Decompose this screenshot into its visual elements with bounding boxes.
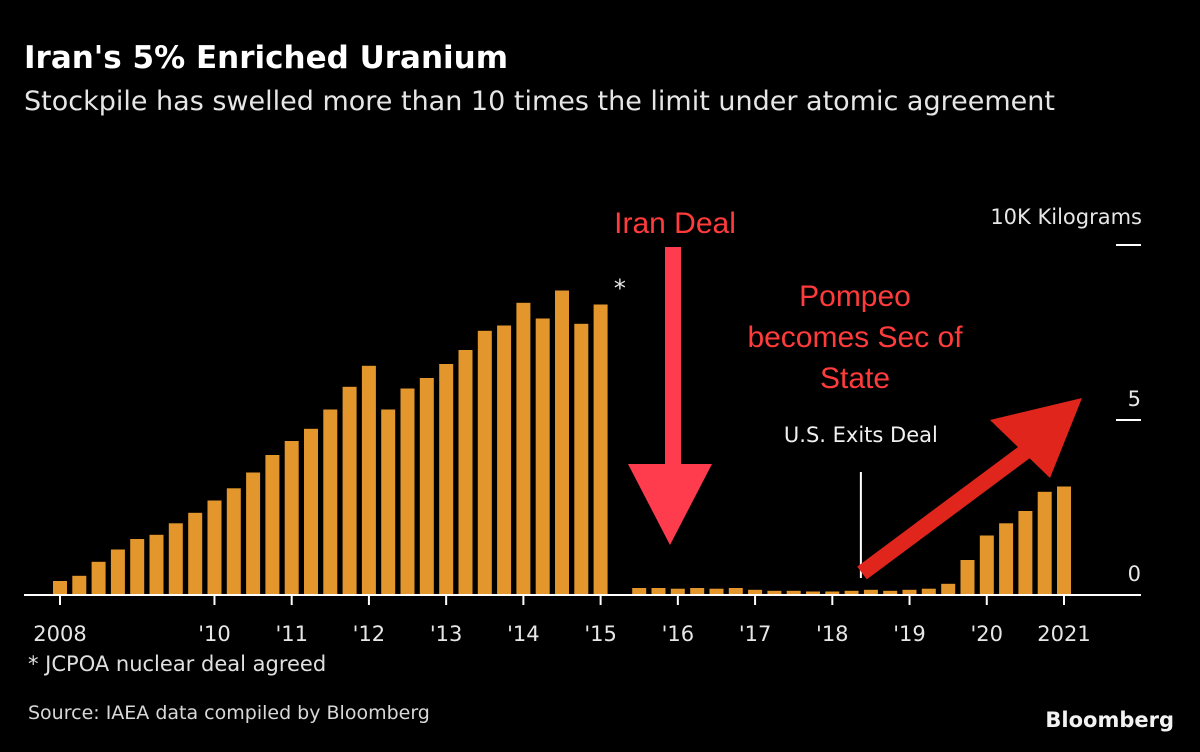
iran-deal-annotation: Iran Deal — [614, 207, 736, 240]
bar-47 — [979, 535, 994, 595]
bar-26 — [555, 290, 569, 595]
y-ticks-group: 50 — [1116, 244, 1141, 596]
jcpoa-star-marker: * — [614, 275, 626, 303]
bar-27 — [574, 323, 589, 596]
bar-9 — [226, 488, 241, 596]
x-tick-label-7: '16 — [662, 622, 695, 646]
x-tick-label-6: '15 — [584, 622, 617, 646]
bar-0 — [53, 581, 67, 595]
x-tick-label-5: '14 — [507, 622, 540, 646]
bar-33 — [709, 588, 724, 595]
y-tick-label-2: 0 — [1128, 562, 1141, 586]
bar-28 — [593, 304, 608, 595]
bar-10 — [246, 472, 261, 595]
chart-title: Iran's 5% Enriched Uranium — [24, 40, 509, 76]
bar-19 — [419, 378, 434, 595]
bar-29 — [632, 588, 647, 595]
bar-22 — [477, 330, 492, 596]
bar-40 — [844, 590, 859, 595]
footnote: * JCPOA nuclear deal agreed — [28, 652, 327, 676]
us-exits-deal-label: U.S. Exits Deal — [784, 423, 938, 447]
bar-34 — [728, 588, 743, 595]
bar-37 — [786, 590, 801, 595]
bar-35 — [748, 589, 763, 596]
bar-2 — [91, 561, 106, 596]
bars-group — [53, 290, 1071, 596]
bar-30 — [651, 588, 666, 595]
bar-38 — [806, 591, 820, 595]
bar-13 — [304, 428, 318, 596]
bar-41 — [863, 589, 878, 596]
bloomberg-logo: Bloomberg — [1045, 708, 1174, 732]
x-tick-label-4: '13 — [430, 622, 463, 646]
pompeo-annotation-line3: State — [820, 362, 890, 395]
y-tick-label-1: 5 — [1128, 387, 1141, 411]
x-tick-label-10: '19 — [893, 622, 926, 646]
x-tick-label-2: '11 — [275, 622, 308, 646]
bar-11 — [265, 455, 280, 595]
pompeo-annotation-line2: becomes Sec of — [747, 321, 963, 354]
x-tick-label-3: '12 — [353, 622, 386, 646]
bar-3 — [110, 549, 125, 595]
x-tick-label-1: '10 — [198, 622, 231, 646]
bar-23 — [497, 325, 512, 595]
source-note: Source: IAEA data compiled by Bloomberg — [28, 702, 430, 724]
bar-5 — [149, 534, 164, 595]
bar-12 — [284, 441, 299, 595]
bar-45 — [941, 583, 956, 595]
x-tick-label-0: 2008 — [33, 622, 86, 646]
bar-31 — [670, 588, 685, 595]
bar-44 — [921, 588, 936, 595]
bar-6 — [168, 523, 183, 596]
bar-48 — [999, 523, 1014, 596]
bar-25 — [535, 318, 550, 595]
bar-21 — [458, 350, 473, 595]
bar-15 — [342, 386, 357, 596]
bar-1 — [72, 575, 87, 596]
x-tick-label-9: '18 — [816, 622, 849, 646]
bar-18 — [400, 388, 415, 595]
bar-49 — [1018, 511, 1033, 595]
x-tick-label-12: 2021 — [1037, 622, 1090, 646]
bar-4 — [130, 539, 145, 595]
x-ticks-group: 2008 '10 '11 '12 '13 '14 '15 '16 '17 '18 '19 '20 202… — [33, 595, 1091, 646]
bar-46 — [960, 560, 975, 595]
bar-17 — [381, 409, 396, 595]
bar-51 — [1057, 486, 1071, 595]
chart-subtitle: Stockpile has swelled more than 10 times… — [24, 86, 1055, 117]
bar-50 — [1037, 491, 1052, 596]
bar-20 — [439, 364, 454, 595]
bar-36 — [767, 590, 782, 595]
x-tick-label-8: '17 — [739, 622, 772, 646]
down-arrow-icon — [628, 247, 712, 545]
pompeo-annotation-line1: Pompeo — [799, 280, 911, 313]
bar-43 — [902, 589, 917, 596]
bar-14 — [323, 409, 338, 595]
bar-42 — [883, 590, 898, 595]
y-unit-label: 10K Kilograms — [990, 205, 1142, 229]
x-tick-label-11: '20 — [971, 622, 1004, 646]
bar-16 — [361, 365, 376, 596]
bar-39 — [825, 591, 840, 595]
up-arrow-icon — [857, 398, 1082, 580]
bar-24 — [516, 302, 531, 596]
bar-32 — [690, 588, 705, 595]
bar-7 — [188, 512, 203, 596]
bar-8 — [207, 500, 222, 595]
